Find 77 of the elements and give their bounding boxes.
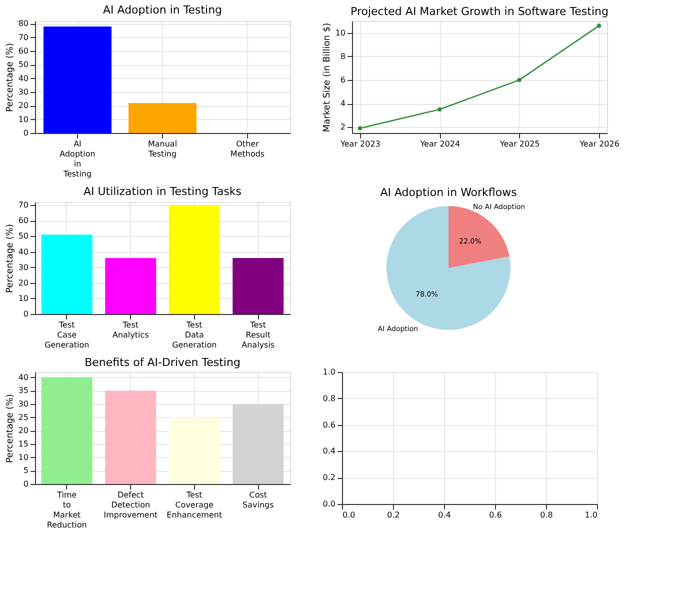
x-tick-label: 0.2 [387, 510, 400, 520]
y-tick-label: 10 [18, 294, 28, 303]
x-tick-label: Year 2026 [578, 140, 620, 148]
x-tick-label: Year 2023 [340, 140, 380, 148]
y-tick-label: 50 [18, 60, 28, 70]
y-tick-label: 15 [18, 440, 28, 448]
y-tick-label: 2 [340, 122, 346, 132]
y-tick-label: 6 [340, 75, 346, 84]
x-tick-label: Test Result Analysis [242, 320, 275, 350]
x-tick-label: Year 2024 [419, 140, 460, 148]
y-tick-label: 40 [18, 74, 28, 83]
y-axis-title: Percentage (%) [5, 42, 16, 112]
y-tick-label: 40 [18, 247, 28, 256]
y-tick-label: 30 [18, 262, 28, 272]
x-tick-label: AI Adoption in Testing [60, 140, 96, 178]
bar [232, 404, 284, 484]
bar [168, 205, 220, 314]
y-tick-label: 20 [18, 101, 28, 110]
bar [232, 258, 284, 314]
y-tick-label: 10 [18, 452, 28, 462]
x-tick-label: Manual Testing [147, 140, 178, 158]
y-tick-label: 50 [18, 232, 28, 241]
x-tick-label: 0.4 [438, 510, 451, 520]
y-tick-label: 35 [18, 386, 28, 396]
y-tick-label: 30 [18, 400, 28, 408]
x-tick-label: Test Analytics [112, 320, 149, 340]
chart-title: AI Adoption in Testing [102, 4, 222, 17]
y-axis-title: Percentage (%) [5, 394, 16, 464]
y-tick-label: 40 [18, 372, 28, 382]
bar [41, 377, 92, 484]
x-tick-label: 0.8 [540, 510, 553, 520]
y-tick-label: 0.4 [322, 446, 336, 456]
y-axis-title: Market Size (in Billion $) [322, 22, 332, 132]
bar [41, 234, 92, 314]
chart-title: Benefits of AI-Driven Testing [84, 356, 240, 369]
y-tick-label: 10 [18, 114, 28, 124]
y-tick-label: 30 [18, 88, 28, 97]
y-tick-label: 8 [340, 52, 346, 61]
x-tick-label: Other Methods [230, 140, 265, 158]
y-tick-label: 0.8 [322, 394, 336, 403]
bar [105, 390, 156, 484]
x-tick-label: 0.6 [489, 510, 502, 520]
y-tick-label: 4 [340, 99, 346, 108]
x-tick-label: Cost Savings [242, 490, 274, 510]
y-tick-label: 0.6 [322, 420, 336, 430]
y-tick-label: 20 [18, 278, 28, 288]
y-tick-label: 10 [335, 28, 346, 38]
y-axis-title: Percentage (%) [5, 224, 16, 294]
chart-title: AI Utilization in Testing Tasks [83, 185, 242, 198]
point [517, 78, 522, 82]
x-tick-label: Year 2025 [498, 140, 540, 148]
bar [168, 417, 220, 484]
y-tick-label: 70 [18, 32, 28, 42]
point [596, 24, 602, 28]
y-tick-label: 20 [18, 426, 28, 436]
bar [105, 258, 156, 314]
y-tick-label: 5 [23, 466, 28, 476]
y-tick-label: 0 [23, 128, 28, 138]
y-tick-label: 25 [18, 412, 28, 422]
y-tick-label: 1.0 [322, 368, 336, 376]
x-tick-label: Test Coverage Enhancement [166, 490, 222, 520]
point [358, 126, 362, 130]
chart-title: Projected AI Market Growth in Software Testing [350, 5, 608, 18]
y-tick-label: 0.2 [322, 473, 336, 482]
y-tick-label: 80 [18, 19, 28, 28]
y-tick-label: 0 [23, 480, 28, 488]
x-tick-label: Test Data Generation [172, 320, 217, 350]
y-tick-label: 70 [18, 200, 28, 210]
x-tick-label: Time to Market Reduction [46, 490, 87, 530]
y-tick-label: 60 [18, 46, 28, 56]
y-tick-label: 0 [23, 310, 28, 318]
x-tick-label: 1.0 [584, 510, 598, 520]
y-tick-label: 60 [18, 216, 28, 226]
x-tick-label: Defect Detection Improvement [104, 490, 158, 520]
point [438, 107, 442, 112]
x-tick-label: Test Case Generation [44, 320, 90, 350]
chart-title: AI Adoption in Workflows [380, 186, 518, 199]
